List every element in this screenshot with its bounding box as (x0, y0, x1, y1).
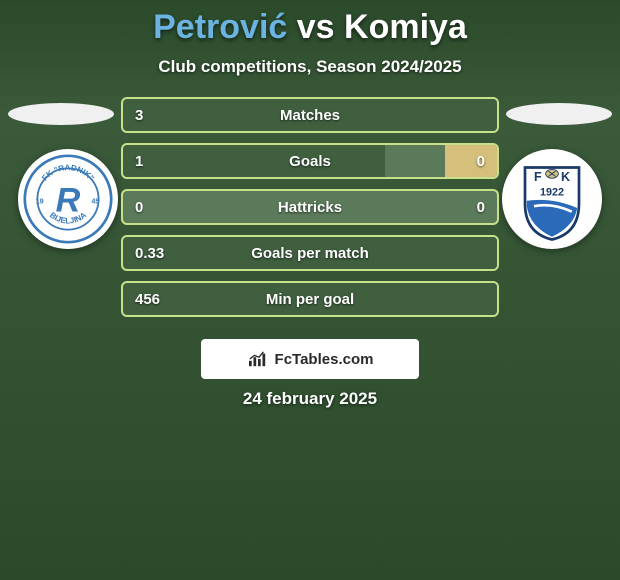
svg-text:K: K (561, 170, 570, 184)
stat-label: Min per goal (123, 291, 497, 308)
club-badge-left: FK "RADNIK" BIJELJINA 19 45 R (18, 149, 118, 249)
stat-label: Goals (123, 153, 497, 170)
chart-icon (247, 350, 269, 368)
stat-label: Hattricks (123, 199, 497, 216)
stat-row: 00Hattricks (121, 189, 499, 225)
player-left-marker (8, 103, 114, 125)
stat-label: Matches (123, 107, 497, 124)
radnik-badge-icon: FK "RADNIK" BIJELJINA 19 45 R (23, 154, 113, 244)
comparison-date: 24 february 2025 (243, 389, 377, 409)
player-right-name: Komiya (344, 8, 467, 46)
stat-row: 456Min per goal (121, 281, 499, 317)
comparison-card: Petrović vs Komiya Club competitions, Se… (0, 0, 620, 409)
svg-text:45: 45 (91, 197, 99, 206)
fk-badge-icon: F K 1922 (507, 154, 597, 244)
stat-row: 0.33Goals per match (121, 235, 499, 271)
stat-row: 3Matches (121, 97, 499, 133)
vs-label: vs (297, 8, 335, 46)
player-right-marker (506, 103, 612, 125)
svg-text:R: R (56, 182, 81, 220)
page-title: Petrović vs Komiya (153, 8, 467, 47)
svg-text:19: 19 (36, 197, 44, 206)
attribution-box: FcTables.com (201, 339, 419, 379)
subtitle: Club competitions, Season 2024/2025 (158, 57, 461, 77)
svg-text:F: F (534, 170, 542, 184)
player-left-name: Petrović (153, 8, 287, 46)
attribution-text: FcTables.com (275, 351, 374, 368)
svg-text:1922: 1922 (540, 186, 564, 198)
stat-label: Goals per match (123, 245, 497, 262)
stat-row: 10Goals (121, 143, 499, 179)
club-badge-right: F K 1922 (502, 149, 602, 249)
stats-section: FK "RADNIK" BIJELJINA 19 45 R F K 1922 3… (0, 97, 620, 327)
